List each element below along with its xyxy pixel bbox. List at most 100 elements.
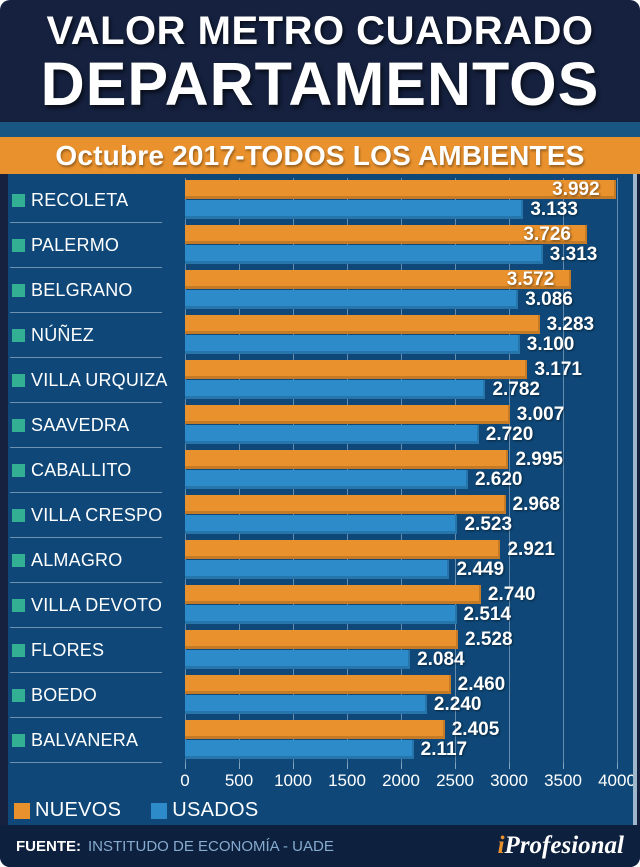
source-text: INSTITUDO DE ECONOMÍA - UADE (88, 837, 334, 855)
subtitle-banner: Octubre 2017-TODOS LOS AMBIENTES (0, 137, 640, 174)
value-label-usados: 2.449 (456, 559, 505, 580)
category-label: BELGRANO (31, 280, 133, 300)
axis-tick (401, 763, 402, 769)
axis-tick-label: 1500 (328, 771, 366, 790)
bar-chart: NUEVOS USADOS 0 500 1000 1500 2000 2500 3000 350… (8, 174, 637, 825)
category-label: BOEDO (31, 685, 98, 705)
axis-tick-label: 2000 (382, 771, 420, 790)
axis-tick (239, 763, 240, 769)
value-label-usados: 3.100 (526, 334, 575, 355)
gridline (509, 178, 510, 763)
chart-row: CABALLITO 2.995 2.620 (8, 448, 633, 493)
iprofesional-logo: iProfesional (498, 832, 624, 860)
legend-swatch-icon (14, 802, 30, 819)
row-separator (10, 537, 162, 538)
bar-nuevos (185, 540, 501, 559)
row-separator (10, 672, 162, 673)
bar-usados (185, 380, 486, 399)
chart-row: VILLA CRESPO 2.968 2.523 (8, 493, 633, 538)
bar-nuevos (185, 450, 509, 469)
row-separator (10, 267, 162, 268)
category-label: VILLA DEVOTO (31, 595, 163, 615)
axis-tick-label: 0 (180, 771, 190, 790)
bar-usados (185, 560, 450, 579)
category-bullet-icon (12, 554, 25, 567)
axis-tick-label: 2500 (436, 771, 474, 790)
chart-row: ALMAGRO 2.921 2.449 (8, 538, 633, 583)
bar-nuevos (185, 495, 506, 514)
source-label: FUENTE: (16, 837, 81, 855)
value-label-usados: 2.523 (464, 514, 513, 535)
bar-nuevos (185, 675, 451, 694)
row-separator (10, 402, 162, 403)
category-label: FLORES (31, 640, 105, 660)
value-label-nuevos: 2.968 (512, 494, 561, 515)
category-bullet-icon (12, 689, 25, 702)
logo-prefix: i (497, 832, 505, 859)
bar-nuevos (185, 225, 588, 244)
legend-item-nuevos: NUEVOS (14, 799, 121, 822)
chart-row: BOEDO 2.460 2.240 (8, 673, 633, 718)
value-label-nuevos: 2.528 (465, 629, 513, 650)
category-label: VILLA URQUIZA (31, 370, 168, 390)
bar-nuevos (185, 315, 540, 334)
value-label-usados: 2.117 (420, 739, 468, 760)
bar-nuevos (185, 360, 528, 379)
legend-item-usados: USADOS (151, 799, 258, 822)
axis-tick-label: 1000 (274, 771, 312, 790)
chart-row: NÚÑEZ 3.283 3.100 (8, 313, 633, 358)
chart-row: FLORES 2.528 2.084 (8, 628, 633, 673)
axis-tick (509, 763, 510, 769)
category-label: SAAVEDRA (31, 415, 130, 435)
value-label-nuevos: 3.992 (552, 179, 600, 200)
category-label: PALERMO (31, 235, 120, 255)
row-separator (10, 717, 162, 718)
value-label-usados: 3.133 (530, 199, 578, 220)
axis-tick-label: 4000 (598, 771, 636, 790)
category-bullet-icon (12, 284, 25, 297)
category-label: NÚÑEZ (31, 325, 94, 345)
category-bullet-icon (12, 464, 25, 477)
value-label-nuevos: 2.995 (515, 449, 563, 470)
row-separator (10, 582, 162, 583)
bar-nuevos (185, 405, 510, 424)
value-label-usados: 2.720 (485, 424, 534, 445)
source-line: FUENTE: INSTITUDO DE ECONOMÍA - UADE (16, 838, 334, 855)
bar-usados (185, 335, 520, 354)
category-label: CABALLITO (31, 460, 132, 480)
bar-nuevos (185, 630, 459, 649)
row-separator (10, 312, 162, 313)
value-label-nuevos: 3.171 (534, 359, 582, 380)
chart-row: SAAVEDRA 3.007 2.720 (8, 403, 633, 448)
bar-usados (185, 425, 479, 444)
value-label-nuevos: 2.921 (507, 539, 555, 560)
category-bullet-icon (12, 419, 25, 432)
bar-usados (185, 695, 427, 714)
category-bullet-icon (12, 329, 25, 342)
category-label: VILLA CRESPO (31, 505, 163, 525)
value-label-nuevos: 3.726 (523, 224, 571, 245)
axis-tick-label: 3500 (544, 771, 582, 790)
axis-tick (347, 763, 348, 769)
row-separator (10, 447, 162, 448)
row-separator (10, 762, 162, 763)
axis-tick (563, 763, 564, 769)
bar-usados (185, 470, 468, 489)
title-line-1: VALOR METRO CUADRADO (46, 9, 594, 53)
axis-tick (455, 763, 456, 769)
value-label-usados: 2.514 (463, 604, 512, 625)
chart-row: RECOLETA 3.992 3.133 (8, 178, 633, 223)
row-separator (10, 492, 162, 493)
value-label-usados: 2.620 (474, 469, 523, 490)
bar-usados (185, 740, 414, 759)
gridline (617, 178, 618, 763)
bar-usados (185, 200, 524, 219)
axis-tick (293, 763, 294, 769)
footer: FUENTE: INSTITUDO DE ECONOMÍA - UADE iPro… (0, 825, 640, 867)
value-label-nuevos: 2.460 (457, 674, 506, 695)
category-bullet-icon (12, 374, 25, 387)
category-bullet-icon (12, 509, 25, 522)
bar-usados (185, 605, 457, 624)
bar-nuevos (185, 180, 617, 199)
